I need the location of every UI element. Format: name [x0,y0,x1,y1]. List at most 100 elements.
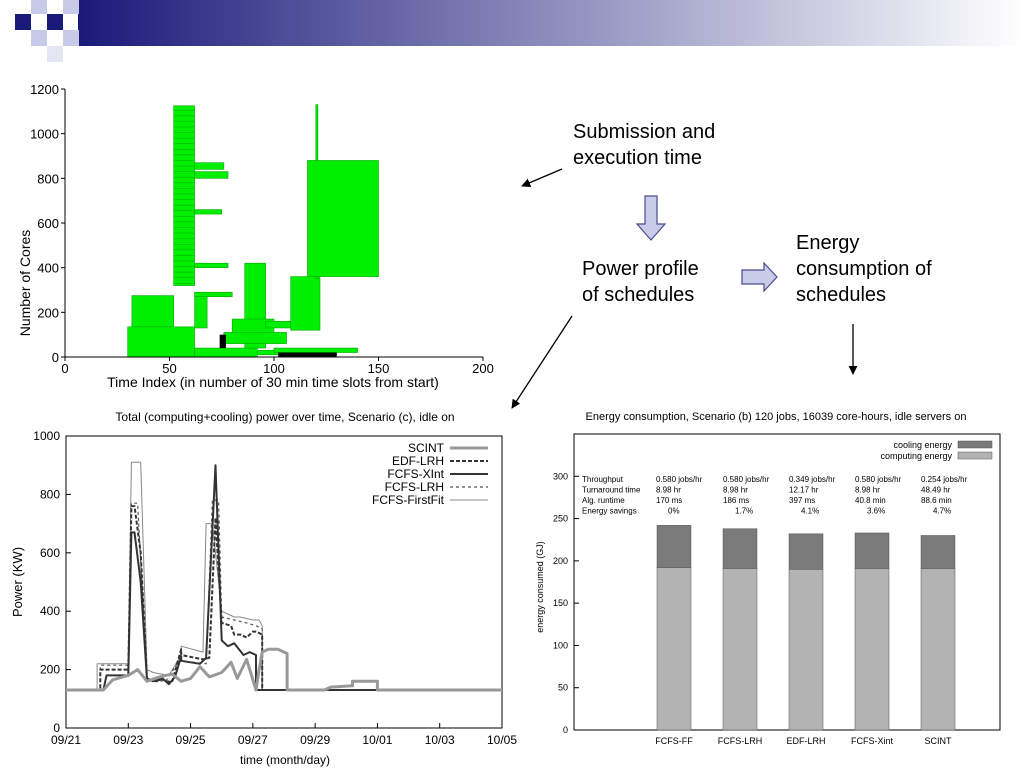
schedule-block [131,295,174,329]
energy-y-tick-label: 150 [553,598,568,608]
right-block-arrow [741,261,778,293]
power-lines [66,461,502,692]
schedule-x-tick-label: 0 [61,361,68,376]
power-legend-label: FCFS-XInt [387,467,444,481]
power-x-tick-label: 09/25 [176,733,206,747]
schedule-y-tick-label: 1200 [30,82,59,97]
power-x-tick-label: 10/01 [362,733,392,747]
schedule-y-tick-label: 0 [52,350,59,365]
arrow-to-power-chart [511,315,573,409]
label-power-profile: Power profile of schedules [582,256,742,308]
energy-table-cell: 397 ms [789,496,815,505]
schedule-y-axis-label: Number of Cores [17,230,33,337]
energy-table-cell: 3.6% [867,507,885,516]
schedule-x-axis-label: Time Index (in number of 30 min time slo… [107,374,439,390]
header-square-3 [47,14,63,30]
schedule-block [194,162,225,170]
schedule-x-tick-label: 50 [162,361,176,376]
energy-legend-label: cooling energy [893,440,952,450]
schedule-block [273,347,358,353]
energy-legend-swatch [957,451,993,460]
energy-table-cell: 0.580 jobs/hr [855,475,902,484]
schedule-block [194,296,208,329]
energy-bar-segment [788,569,824,731]
energy-table-cell: 88.6 min [921,496,952,505]
energy-table-cell: 8.98 hr [723,486,748,495]
label-submission-line-2: execution time [573,147,702,169]
energy-bar-segment [854,532,890,569]
energy-bar-segment [920,535,956,569]
label-energy-line-1: Energy [796,232,860,254]
power-legend-label: FCFS-FirstFit [372,493,445,507]
label-submission: Submission and execution time [573,119,763,171]
power-y-tick-label: 0 [53,721,60,735]
energy-x-tick-label: FCFS-Xint [851,736,894,746]
energy-table-cell: 0.580 jobs/hr [723,475,770,484]
schedule-block [194,347,258,358]
power-axes: 0 200 400 600 800 1000 09/21 09/23 09/25 09/27 09/… [33,429,517,747]
header-square-1 [15,14,31,30]
power-x-tick-label: 09/23 [113,733,143,747]
schedule-y-tick-label: 800 [37,171,59,186]
energy-table-row-label: Alg. runtime [582,496,625,505]
energy-chart: Energy consumption, Scenario (b) 120 job… [535,411,1001,746]
header-square-7 [47,46,63,62]
schedule-block [127,326,195,358]
power-y-tick-label: 1000 [33,429,60,443]
energy-x-tick-label: SCINT [925,736,953,746]
schedule-y-tick-label: 600 [37,216,59,231]
energy-y-tick-label: 300 [553,471,568,481]
power-series-line [66,647,502,692]
schedule-block [173,105,195,286]
energy-bar-segment [920,568,956,731]
energy-table-cell: 40.8 min [855,496,886,505]
energy-table-cell: 0.349 jobs/hr [789,475,836,484]
power-legend-label: FCFS-LRH [385,480,444,494]
schedule-block [265,320,292,329]
schedule-y-tick-label: 1000 [30,127,59,142]
energy-y-tick-label: 100 [553,640,568,650]
label-submission-line-1: Submission and [573,121,716,143]
power-x-tick-label: 09/21 [51,733,81,747]
energy-table-cell: 170 ms [656,496,682,505]
power-x-tick-label: 10/03 [425,733,455,747]
energy-table-cell: 0.580 jobs/hr [656,475,703,484]
schedule-block [194,291,233,298]
energy-y-tick-label: 200 [553,556,568,566]
schedule-block [194,262,229,268]
power-y-tick-label: 600 [40,546,60,560]
power-chart-title: Total (computing+cooling) power over tim… [115,410,454,424]
label-power-profile-line-2: of schedules [582,284,695,306]
header-square-5 [31,30,47,46]
energy-table-cell: 1.7% [735,507,753,516]
label-energy-line-3: schedules [796,284,887,306]
energy-x-tick-label: FCFS-LRH [718,736,763,746]
power-y-axis-label: Power (KW) [10,547,25,617]
schedule-block [223,332,287,344]
header-band [15,0,1024,62]
power-y-tick-label: 400 [40,604,60,618]
energy-table-cell: 8.98 hr [656,486,681,495]
energy-table-cell: 12.17 hr [789,486,819,495]
schedule-block-black [219,334,226,349]
schedule-x-tick-label: 150 [368,361,390,376]
header-gradient-bar [78,0,1024,46]
energy-y-tick-label: 50 [558,683,568,693]
power-legend: SCINTEDF-LRHFCFS-XIntFCFS-LRHFCFS-FirstF… [372,441,488,507]
energy-table-cell: 4.1% [801,507,819,516]
energy-table-row-label: Energy savings [582,507,637,516]
arrow-to-schedule-chart [521,168,563,187]
power-y-tick-label: 200 [40,663,60,677]
energy-bars [656,525,956,731]
energy-table-cell: 186 ms [723,496,749,505]
energy-y-tick-label: 250 [553,514,568,524]
label-power-profile-line-1: Power profile [582,258,699,280]
energy-table-cell: 48.49 hr [921,486,951,495]
schedule-block [194,171,229,179]
schedule-block [290,276,321,331]
energy-legend-label: computing energy [880,451,952,461]
label-energy-consumption: Energy consumption of schedules [796,230,996,308]
energy-y-axis-label: energy consumed (GJ) [535,541,545,633]
